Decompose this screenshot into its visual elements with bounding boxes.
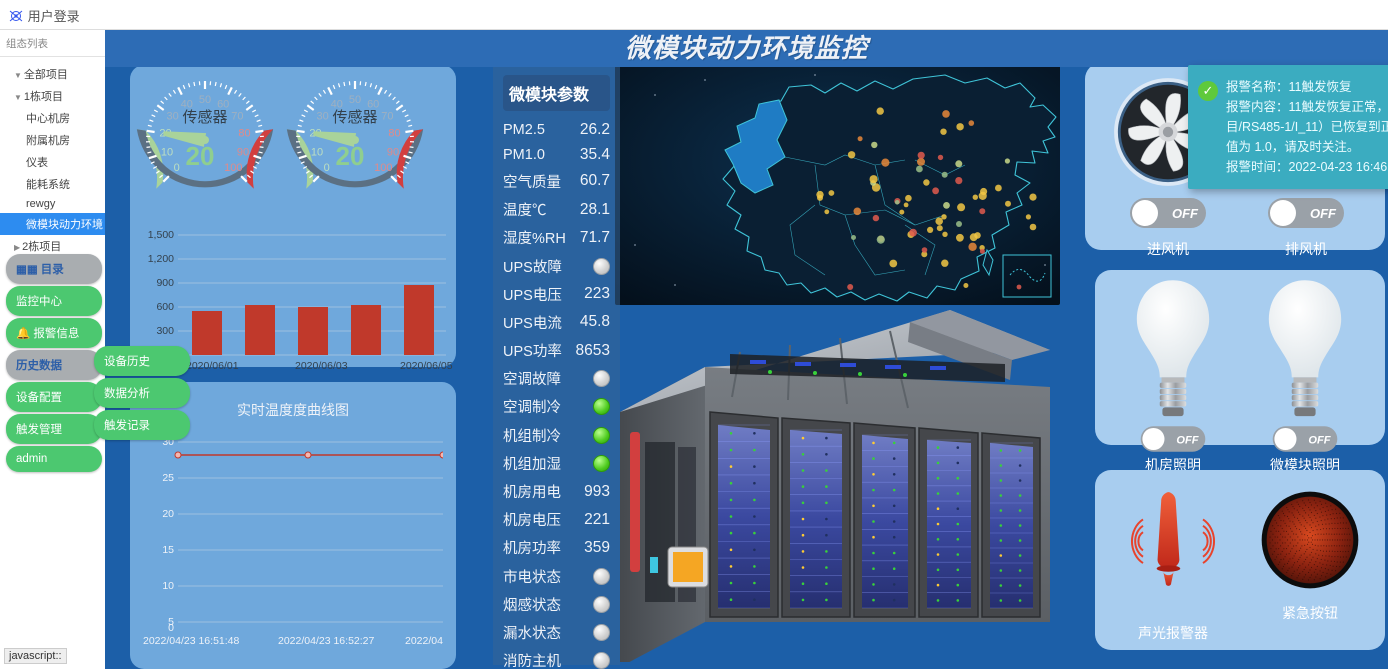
svg-text:2022/04/23 16:52:27: 2022/04/23 16:52:27 [278,635,375,647]
svg-text:90: 90 [237,146,249,158]
svg-text:900: 900 [156,277,174,289]
svg-text:0: 0 [168,622,174,634]
svg-text:70: 70 [381,110,393,122]
svg-text:100: 100 [224,162,242,174]
svg-text:2020/06/01: 2020/06/01 [186,360,239,372]
svg-text:80: 80 [388,128,400,140]
svg-text:100: 100 [374,162,392,174]
svg-text:传感器: 传感器 [182,109,227,126]
svg-text:0: 0 [324,162,330,174]
svg-text:2020/06/05: 2020/06/05 [400,360,453,372]
svg-text:1,200: 1,200 [148,253,174,265]
svg-text:25: 25 [162,472,174,484]
svg-text:20: 20 [162,508,174,520]
svg-text:300: 300 [156,325,174,337]
svg-text:50: 50 [349,94,361,106]
svg-text:20: 20 [336,141,365,171]
svg-text:10: 10 [161,146,173,158]
svg-text:70: 70 [231,110,243,122]
svg-text:20: 20 [186,141,215,171]
svg-text:传感器: 传感器 [332,109,377,126]
svg-text:600: 600 [156,301,174,313]
svg-text:80: 80 [238,128,250,140]
svg-text:50: 50 [199,94,211,106]
svg-text:30: 30 [166,110,178,122]
svg-text:0: 0 [174,162,180,174]
svg-text:2022/04/23 16:51:48: 2022/04/23 16:51:48 [143,635,240,647]
svg-text:90: 90 [387,146,399,158]
svg-text:10: 10 [162,580,174,592]
svg-text:1,500: 1,500 [148,229,174,241]
svg-text:15: 15 [162,544,174,556]
svg-text:10: 10 [311,146,323,158]
svg-text:2022/04/23 16:5: 2022/04/23 16:5 [405,635,443,647]
svg-text:30: 30 [316,110,328,122]
svg-text:2020/06/03: 2020/06/03 [295,360,348,372]
